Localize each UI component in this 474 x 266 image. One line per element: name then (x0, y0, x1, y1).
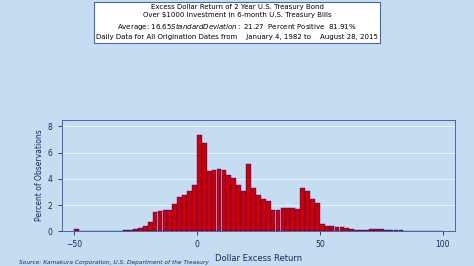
Bar (399, 230, 403, 231)
Bar (389, 230, 393, 231)
Bar (138, 228, 143, 231)
Bar (330, 226, 335, 231)
Bar (291, 209, 295, 231)
Bar (310, 198, 315, 231)
Bar (217, 169, 221, 231)
Bar (128, 230, 133, 231)
Bar (157, 211, 163, 231)
Bar (275, 210, 281, 231)
Bar (163, 210, 167, 231)
Bar (384, 230, 389, 231)
Bar (335, 227, 339, 231)
Bar (167, 210, 172, 231)
Y-axis label: Percent of Observations: Percent of Observations (35, 130, 44, 221)
Bar (271, 210, 275, 231)
Bar (345, 228, 349, 231)
Bar (74, 230, 79, 231)
Bar (285, 208, 290, 231)
Bar (227, 175, 231, 231)
Bar (246, 164, 251, 231)
Bar (182, 195, 187, 231)
Bar (202, 143, 207, 231)
Bar (251, 188, 256, 231)
Bar (266, 201, 271, 231)
Bar (241, 191, 246, 231)
Bar (300, 188, 305, 231)
Bar (364, 230, 369, 231)
Bar (369, 229, 374, 231)
Bar (177, 197, 182, 231)
Bar (148, 222, 153, 231)
Bar (143, 226, 147, 231)
Bar (281, 209, 285, 231)
Text: Excess Dollar Return of 2 Year U.S. Treasury Bond
Over $1000 Investment in 6-mon: Excess Dollar Return of 2 Year U.S. Trea… (96, 4, 378, 40)
Bar (320, 224, 325, 231)
Bar (231, 177, 236, 231)
Bar (305, 191, 310, 231)
Bar (374, 229, 379, 231)
Bar (173, 204, 177, 231)
Bar (133, 230, 138, 231)
Bar (295, 209, 300, 231)
Bar (207, 171, 211, 231)
Bar (354, 230, 359, 231)
Bar (212, 170, 217, 231)
Bar (359, 230, 364, 231)
Bar (256, 195, 261, 231)
Bar (123, 230, 128, 231)
Bar (349, 230, 354, 231)
Bar (261, 198, 265, 231)
Bar (197, 135, 202, 231)
Bar (153, 212, 157, 231)
Bar (339, 227, 344, 231)
Bar (236, 185, 241, 231)
Bar (315, 202, 320, 231)
Bar (379, 229, 383, 231)
Bar (192, 185, 197, 231)
Bar (393, 230, 399, 231)
Text: Source: Kamakura Corporation, U.S. Department of the Treasury: Source: Kamakura Corporation, U.S. Depar… (19, 260, 209, 265)
Bar (187, 191, 192, 231)
Bar (221, 170, 226, 231)
X-axis label: Dollar Excess Return: Dollar Excess Return (215, 253, 302, 263)
Bar (325, 226, 329, 231)
